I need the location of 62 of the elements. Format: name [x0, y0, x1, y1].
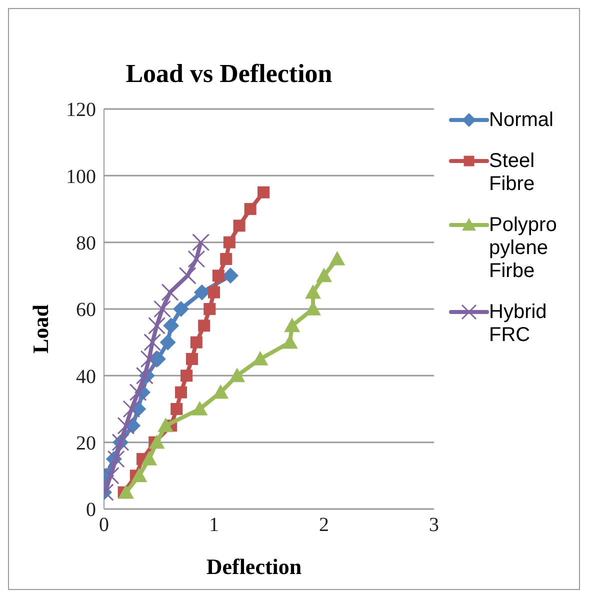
point — [223, 236, 236, 248]
chart-title: Load vs Deflection — [124, 59, 334, 89]
point — [122, 400, 140, 418]
point — [180, 370, 192, 382]
point — [198, 320, 210, 332]
point — [129, 384, 147, 402]
point — [148, 434, 165, 449]
point — [178, 266, 196, 284]
point — [305, 284, 321, 299]
x-tick-label: 2 — [319, 514, 329, 536]
point — [173, 301, 189, 317]
point — [160, 334, 176, 350]
point — [192, 401, 208, 416]
y-tick-label: 120 — [66, 99, 96, 122]
point — [208, 286, 220, 298]
point — [220, 253, 232, 265]
point — [316, 268, 332, 282]
legend-label: Polypropylene Firbe — [489, 214, 558, 283]
point — [117, 416, 135, 434]
point — [150, 351, 166, 367]
point — [158, 418, 174, 432]
point — [194, 284, 210, 300]
point — [282, 334, 298, 349]
point — [284, 318, 300, 332]
point — [258, 186, 270, 198]
legend-label: Hybrid FRC — [489, 301, 548, 347]
point — [188, 250, 206, 268]
point — [244, 203, 256, 215]
point — [222, 268, 238, 284]
y-tick-label: 0 — [86, 499, 96, 522]
y-axis-title: Load — [28, 304, 54, 354]
y-tick-label: 80 — [76, 232, 96, 254]
point — [175, 386, 187, 398]
point — [190, 336, 202, 348]
point — [118, 484, 134, 499]
point — [131, 468, 148, 482]
point — [148, 316, 166, 334]
y-tick-label: 20 — [76, 432, 96, 454]
point — [161, 284, 179, 302]
legend-label: Normal — [489, 109, 554, 132]
x-tick-label: 3 — [429, 514, 439, 536]
point — [163, 318, 180, 334]
point — [233, 220, 246, 232]
point — [144, 334, 162, 352]
y-tick-label: 60 — [76, 299, 96, 322]
point — [141, 451, 158, 466]
point — [212, 270, 224, 282]
y-tick-label: 40 — [76, 366, 96, 388]
point — [154, 300, 172, 318]
point — [170, 403, 183, 415]
x-axis-title: Deflection — [205, 554, 303, 580]
point — [140, 350, 158, 368]
x-tick-label: 1 — [209, 514, 219, 536]
y-tick-label: 100 — [66, 166, 96, 188]
point — [186, 353, 198, 365]
point — [204, 303, 216, 315]
point — [136, 366, 154, 384]
point — [329, 251, 346, 266]
legend-label: Steel Fibre — [489, 150, 536, 196]
point — [107, 450, 125, 468]
point — [229, 368, 246, 382]
point — [192, 234, 210, 252]
